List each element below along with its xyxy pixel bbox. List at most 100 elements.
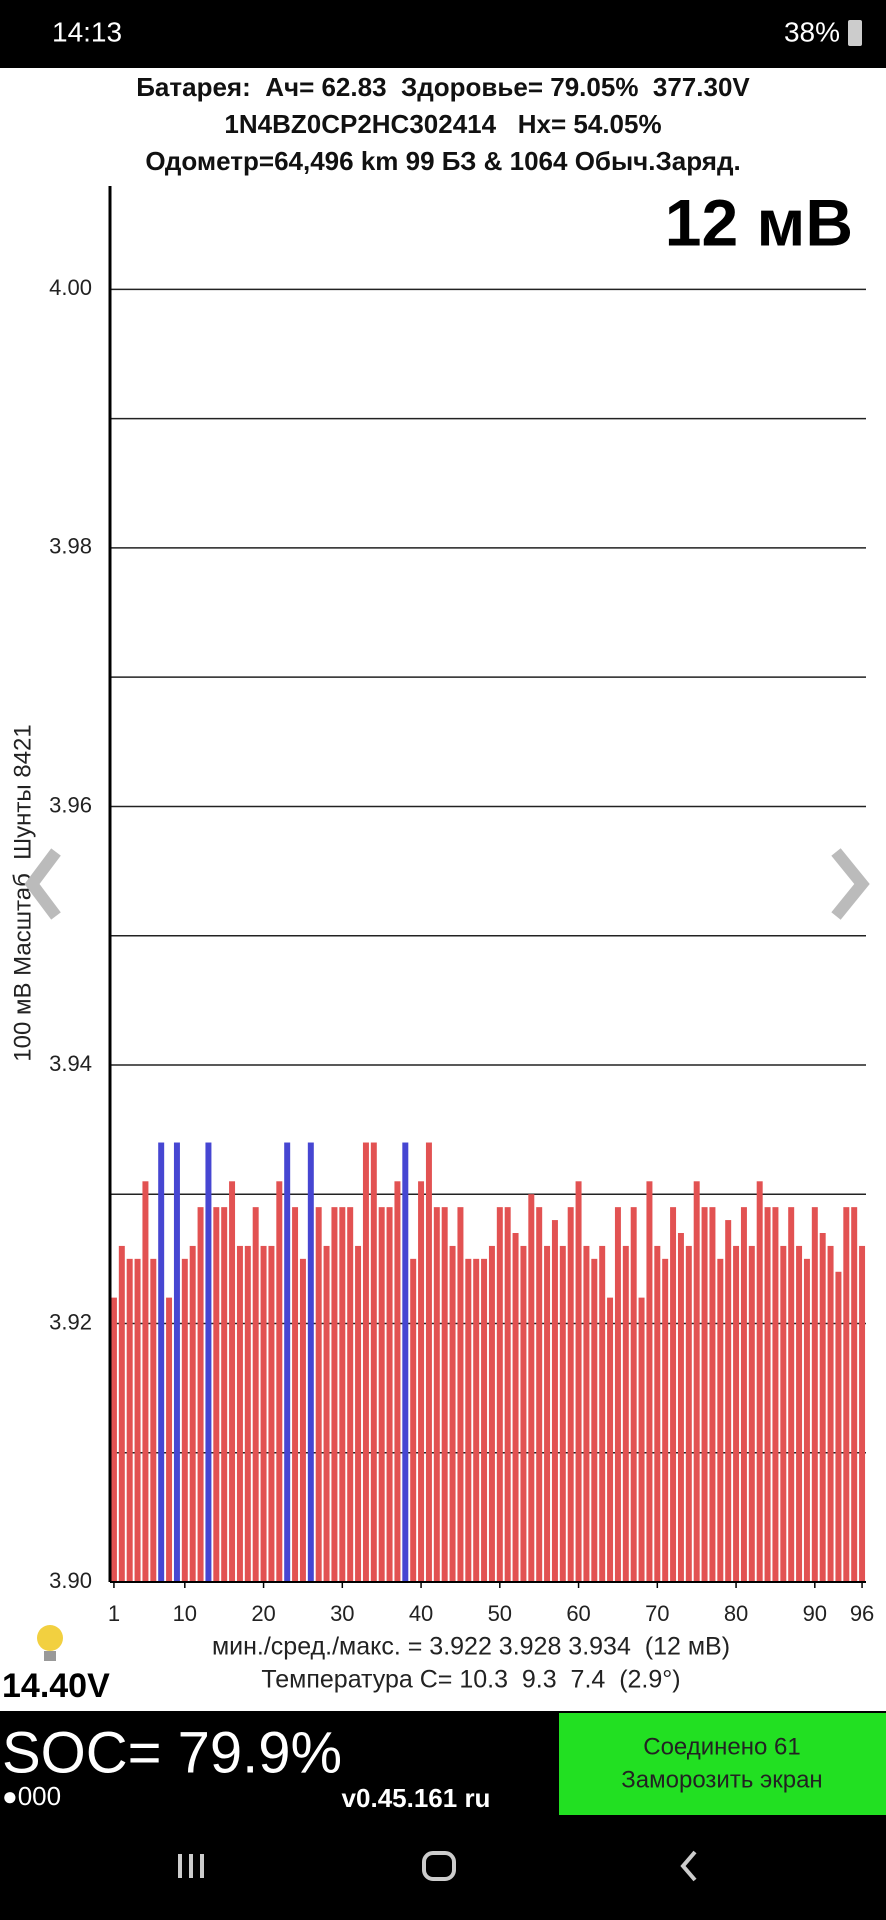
battery-line: Батарея: Ач= 62.83 Здоровье= 79.05% 377.… bbox=[136, 72, 750, 102]
x-tick-label: 96 bbox=[850, 1601, 874, 1626]
bar bbox=[528, 1194, 535, 1582]
bar bbox=[134, 1258, 141, 1582]
x-tick-label: 50 bbox=[488, 1601, 512, 1626]
bar bbox=[441, 1207, 448, 1582]
x-tick-label: 60 bbox=[566, 1601, 590, 1626]
delta-voltage: 12 мВ bbox=[665, 185, 853, 259]
bar bbox=[740, 1207, 747, 1582]
bar bbox=[575, 1181, 582, 1582]
bar bbox=[764, 1207, 771, 1582]
aux-voltage: 14.40V bbox=[2, 1667, 110, 1705]
bar bbox=[835, 1271, 842, 1582]
bar bbox=[197, 1207, 204, 1582]
bar bbox=[591, 1258, 598, 1582]
bar bbox=[213, 1207, 220, 1582]
bar bbox=[733, 1245, 740, 1582]
nav-recent[interactable] bbox=[178, 1854, 204, 1878]
status-time: 14:13 bbox=[52, 16, 122, 47]
bar bbox=[725, 1220, 732, 1582]
bar bbox=[355, 1245, 362, 1582]
bar bbox=[221, 1207, 228, 1582]
nav-home[interactable] bbox=[422, 1851, 456, 1881]
bar bbox=[236, 1245, 243, 1582]
bar bbox=[819, 1233, 826, 1582]
status-battery: 38% bbox=[784, 16, 840, 47]
bar bbox=[205, 1142, 212, 1582]
bar bbox=[425, 1142, 432, 1582]
bar bbox=[252, 1207, 259, 1582]
bar bbox=[670, 1207, 677, 1582]
bar bbox=[394, 1181, 401, 1582]
next-arrow[interactable] bbox=[831, 848, 870, 920]
bar bbox=[284, 1142, 291, 1582]
y-tick-label: 3.94 bbox=[49, 1051, 92, 1076]
temperature-line: Температура С= 10.3 9.3 7.4 (2.9°) bbox=[261, 1666, 680, 1694]
x-tick-label: 20 bbox=[251, 1601, 275, 1626]
bar bbox=[551, 1220, 558, 1582]
bar bbox=[142, 1181, 149, 1582]
bar bbox=[339, 1207, 346, 1582]
bar bbox=[299, 1258, 306, 1582]
bar bbox=[166, 1297, 173, 1582]
chart: 3.90 3.92 3.94 3.96 3.98 4.00 1 10 20 30 40 50 60 70 8… bbox=[49, 186, 874, 1626]
bar bbox=[803, 1258, 810, 1582]
bulb-icon bbox=[37, 1625, 63, 1661]
bar bbox=[607, 1297, 614, 1582]
soc: SOC= 79.9% bbox=[2, 1720, 342, 1785]
bar bbox=[811, 1207, 818, 1582]
bar bbox=[701, 1207, 708, 1582]
vin-line: 1N4BZ0CP2HC302414 Hx= 54.05% bbox=[224, 109, 661, 139]
x-tick-label: 1 bbox=[108, 1601, 120, 1626]
bar bbox=[244, 1245, 251, 1582]
bar bbox=[173, 1142, 180, 1582]
bar bbox=[118, 1245, 125, 1582]
y-tick-label: 3.98 bbox=[49, 534, 92, 559]
bar bbox=[693, 1181, 700, 1582]
bar bbox=[583, 1245, 590, 1582]
y-tick-label: 3.92 bbox=[49, 1309, 92, 1334]
bar bbox=[827, 1245, 834, 1582]
x-tick-label: 30 bbox=[330, 1601, 354, 1626]
bar bbox=[662, 1258, 669, 1582]
bar bbox=[638, 1297, 645, 1582]
y-tick-label: 3.90 bbox=[49, 1568, 92, 1593]
bar bbox=[788, 1207, 795, 1582]
bar bbox=[465, 1258, 472, 1582]
nav-bar bbox=[178, 1850, 697, 1882]
bar bbox=[410, 1258, 417, 1582]
odometer-line: Одометр=64,496 km 99 БЗ & 1064 Обыч.Заря… bbox=[145, 146, 740, 176]
bar bbox=[418, 1181, 425, 1582]
bar bbox=[520, 1245, 527, 1582]
x-tick-label: 90 bbox=[803, 1601, 827, 1626]
bar bbox=[780, 1245, 787, 1582]
bar bbox=[630, 1207, 637, 1582]
prev-arrow[interactable] bbox=[24, 848, 61, 920]
bar bbox=[496, 1207, 503, 1582]
bar bbox=[536, 1207, 543, 1582]
bar bbox=[756, 1181, 763, 1582]
bar bbox=[362, 1142, 369, 1582]
bar bbox=[370, 1142, 377, 1582]
bar bbox=[150, 1258, 157, 1582]
minmax-line: мин./сред./макс. = 3.922 3.928 3.934 (12… bbox=[212, 1633, 730, 1661]
freeze-label[interactable]: Заморозить экран bbox=[621, 1766, 822, 1793]
bar bbox=[158, 1142, 165, 1582]
bar bbox=[315, 1207, 322, 1582]
bar bbox=[772, 1207, 779, 1582]
bar bbox=[654, 1245, 661, 1582]
bar bbox=[433, 1207, 440, 1582]
bar bbox=[292, 1207, 299, 1582]
bar bbox=[181, 1258, 188, 1582]
y-tick-label: 3.96 bbox=[49, 792, 92, 817]
nav-back[interactable] bbox=[680, 1850, 697, 1882]
bar bbox=[677, 1233, 684, 1582]
freeze-button[interactable] bbox=[559, 1713, 886, 1815]
bar bbox=[709, 1207, 716, 1582]
bar bbox=[189, 1245, 196, 1582]
bar bbox=[457, 1207, 464, 1582]
bar bbox=[646, 1181, 653, 1582]
bar bbox=[512, 1233, 519, 1582]
connection-status[interactable]: Соединено 61 bbox=[643, 1733, 800, 1760]
bar bbox=[276, 1181, 283, 1582]
